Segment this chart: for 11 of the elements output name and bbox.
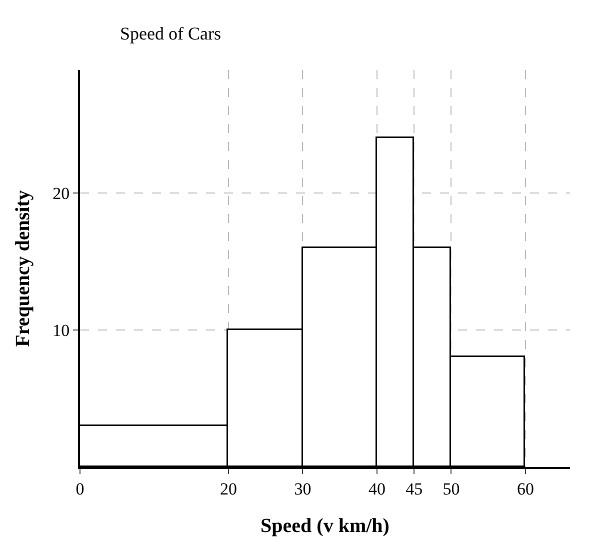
chart-title: Speed of Cars <box>120 23 221 44</box>
x-axis-title: Speed (v km/h) <box>260 515 390 537</box>
x-tick-label: 45 <box>406 479 423 498</box>
x-tick-label: 30 <box>294 479 312 498</box>
y-tick-label: 10 <box>52 321 70 340</box>
x-tick-label: 60 <box>516 479 534 498</box>
x-tick-label: 0 <box>76 479 84 498</box>
x-tick-label: 20 <box>220 479 237 498</box>
x-tick-label: 40 <box>368 479 386 498</box>
x-tick-label: 50 <box>442 479 460 498</box>
y-axis-title: Frequency density <box>12 190 34 347</box>
